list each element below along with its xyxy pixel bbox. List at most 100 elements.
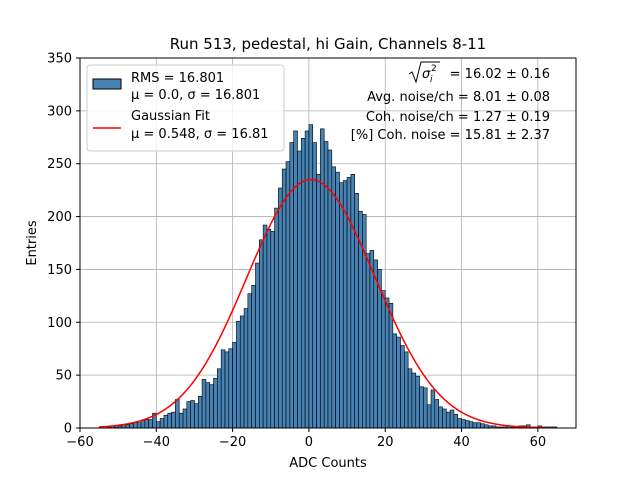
histogram-bar: [354, 193, 359, 429]
histogram-bar: [262, 224, 268, 429]
histogram-bar: [247, 293, 252, 429]
histogram-bar: [346, 177, 352, 429]
histogram-bar: [426, 404, 432, 429]
histogram-bar: [308, 124, 314, 429]
histogram-bar: [194, 403, 199, 429]
x-tick-label: −40: [143, 435, 170, 450]
coh-noise-percent-annotation: [%] Coh. noise = 15.81 ± 2.37: [351, 128, 550, 143]
histogram-bar: [373, 259, 378, 429]
histogram-bar: [331, 166, 336, 429]
histogram-bar: [404, 351, 409, 429]
sigma-superscript: 2: [431, 64, 437, 74]
avg-noise-annotation: Avg. noise/ch = 8.01 ± 0.08: [367, 90, 550, 105]
histogram-bar: [388, 302, 394, 429]
histogram-bar: [213, 378, 218, 429]
histogram-bar: [411, 372, 417, 429]
histogram-bar: [297, 150, 302, 429]
histogram-bar: [457, 418, 462, 429]
histogram-bar: [266, 228, 272, 429]
x-tick-label: 60: [530, 435, 547, 450]
histogram-bar: [220, 349, 226, 429]
histogram-bar: [342, 180, 348, 429]
histogram-bar: [442, 408, 447, 429]
histogram-bar: [243, 308, 249, 429]
y-tick-label: 300: [47, 104, 72, 119]
gaussian-fit-line: [99, 178, 550, 429]
histogram-bar: [434, 399, 439, 429]
histogram-bar: [453, 413, 459, 429]
chart-title: Run 513, pedestal, hi Gain, Channels 8-1…: [170, 35, 486, 53]
y-tick-label: 200: [47, 210, 72, 225]
histogram-bar: [201, 379, 207, 429]
histogram-bar: [205, 382, 211, 429]
legend-entry-rms-params: μ = 0.0, σ = 16.801: [131, 88, 260, 103]
histogram-bar: [278, 187, 283, 429]
histogram-bar: [144, 419, 149, 429]
histogram-bar: [285, 161, 291, 429]
histogram-bar: [255, 262, 260, 429]
histogram-bar: [171, 411, 176, 429]
histogram-bar: [186, 401, 191, 429]
legend: RMS = 16.801 μ = 0.0, σ = 16.801 Gaussia…: [86, 64, 285, 152]
histogram-bar: [365, 253, 371, 429]
legend-entry-fit: Gaussian Fit: [131, 109, 210, 124]
histogram-bar: [381, 290, 386, 429]
y-tick-label: 50: [55, 369, 72, 384]
histogram-bar: [335, 171, 340, 429]
histogram-bar: [259, 239, 264, 429]
histogram-bar: [289, 142, 294, 429]
histogram-bar: [423, 387, 428, 429]
histogram-bar: [159, 418, 165, 429]
sigma-subscript: i: [430, 75, 433, 85]
histogram-bar: [392, 333, 397, 429]
histogram-bar: [239, 315, 245, 429]
sigma-sqrt-annotation: σ i 2 = 16.02 ± 0.16: [408, 61, 550, 85]
histogram-bar: [293, 130, 298, 429]
histogram-bar: [445, 411, 451, 429]
legend-entry-fit-params: μ = 0.548, σ = 16.81: [131, 127, 269, 142]
histogram-bar: [396, 336, 401, 429]
y-tick-label: 250: [47, 157, 72, 172]
histogram-bar: [468, 421, 474, 429]
histogram-bar: [465, 420, 470, 429]
histogram-bar: [476, 422, 481, 429]
x-tick-label: 20: [377, 435, 394, 450]
histogram-bar: [140, 420, 146, 429]
sigma-symbol: σ: [422, 67, 431, 82]
histogram-bar: [419, 386, 424, 429]
x-tick-label: −20: [219, 435, 246, 450]
x-tick-label: 40: [453, 435, 470, 450]
histogram-bar: [384, 297, 390, 429]
histogram-bar: [224, 351, 230, 429]
histogram-bar: [136, 422, 142, 429]
y-axis-label: Entries: [25, 220, 40, 266]
histogram-bar: [182, 408, 188, 429]
histogram-bar: [362, 214, 367, 429]
histogram-bar: [312, 142, 317, 429]
y-axis-ticks: 0 50 100 150 200 250 300 350: [47, 52, 80, 437]
histogram-bar: [236, 320, 241, 429]
x-tick-label: −60: [66, 435, 93, 450]
histogram-bar: [190, 400, 195, 429]
histogram-bar: [369, 250, 375, 429]
histogram-bar: [156, 421, 161, 429]
histogram-bar: [167, 412, 172, 429]
histogram-bar: [472, 422, 478, 429]
noise-annotations: σ i 2 = 16.02 ± 0.16 Avg. noise/ch = 8.0…: [351, 61, 550, 143]
histogram-bar: [461, 419, 466, 429]
histogram-bar: [430, 389, 436, 429]
coh-noise-annotation: Coh. noise/ch = 1.27 ± 0.19: [366, 110, 550, 125]
histogram-bar: [377, 269, 382, 429]
y-tick-label: 150: [47, 263, 72, 278]
histogram-bar: [270, 231, 275, 429]
x-axis-label: ADC Counts: [289, 456, 367, 471]
legend-swatch-histogram: [92, 78, 122, 90]
histogram-bar: [217, 368, 222, 429]
histogram-bar: [148, 419, 153, 429]
x-tick-label: 0: [305, 435, 313, 450]
histogram-bar: [415, 375, 420, 429]
histogram-bar: [316, 173, 321, 429]
histogram-bar: [228, 348, 233, 429]
y-tick-label: 100: [47, 316, 72, 331]
